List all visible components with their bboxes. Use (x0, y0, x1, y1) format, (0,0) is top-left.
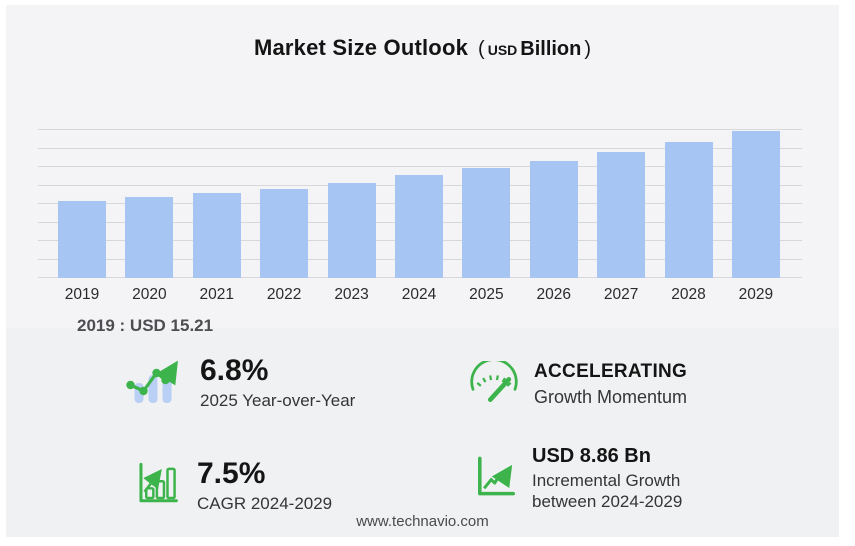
title-main: Market Size Outlook (253, 35, 469, 60)
gauge-icon (468, 358, 520, 410)
x-tick-2029: 2029 (738, 286, 774, 303)
infographic-panel: Market Size Outlook (USD Billion) 2019 2020… (6, 5, 839, 537)
bar-2025 (462, 168, 511, 278)
gridline (38, 166, 802, 167)
x-tick-2020: 2020 (132, 286, 167, 303)
momentum-label: Growth Momentum (534, 387, 688, 408)
x-tick-2024: 2024 (401, 286, 437, 303)
bar-2027 (597, 152, 646, 278)
bar-2028 (664, 141, 713, 278)
bar-chart-growth-icon (133, 461, 179, 510)
x-tick-2021: 2021 (199, 286, 235, 303)
base-year-value-label: 2019 : USD 15.21 (77, 316, 214, 335)
chart-title: Market Size Outlook (USD Billion) (6, 35, 839, 61)
bar-2019 (58, 201, 106, 278)
cagr-value: 7.5% (197, 457, 266, 490)
title-unit-billion: Billion (520, 38, 582, 60)
stat-cagr: 7.5% CAGR 2024-2029 (133, 457, 332, 514)
yoy-value: 6.8% (200, 354, 269, 387)
yoy-label: 2025 Year-over-Year (200, 391, 356, 410)
website-url: www.technavio.com (356, 513, 489, 530)
stat-yoy-growth: 6.8% 2025 Year-over-Year (126, 354, 355, 411)
bar-2023 (327, 182, 376, 278)
title-unit-usd: USD (487, 42, 518, 58)
trend-line-bars-icon (126, 355, 183, 410)
bar-2022 (260, 188, 309, 278)
chart-x-axis-labels: 2019 2020 2021 2022 2023 2024 2025 2026 2027 2028… (38, 286, 802, 304)
bar-2020 (125, 197, 174, 278)
incremental-label: Incremental Growth between 2024-2029 (532, 471, 683, 512)
x-tick-2028: 2028 (671, 286, 706, 303)
line-chart-arrow-icon (470, 454, 516, 503)
bar-2029 (731, 130, 780, 278)
momentum-value: ACCELERATING (534, 361, 688, 383)
bar-2024 (394, 175, 443, 278)
x-tick-2025: 2025 (469, 286, 504, 303)
x-tick-2022: 2022 (266, 286, 302, 303)
gridline (38, 129, 802, 130)
title-open-paren: ( (478, 38, 485, 60)
x-tick-2026: 2026 (536, 286, 571, 303)
stat-growth-momentum: ACCELERATING Growth Momentum (468, 358, 688, 410)
bar-2026 (529, 160, 578, 278)
gridline (38, 147, 802, 149)
bar-2021 (192, 193, 241, 278)
title-close-paren: ) (584, 38, 592, 60)
incremental-value: USD 8.86 Bn (532, 445, 651, 467)
stat-incremental-growth: USD 8.86 Bn Incremental Growth between 2… (470, 445, 707, 513)
bar-chart-plot (38, 129, 802, 278)
x-tick-2019: 2019 (64, 286, 100, 303)
chart-bars (58, 130, 780, 278)
x-tick-2027: 2027 (603, 286, 639, 303)
cagr-label: CAGR 2024-2029 (197, 494, 333, 513)
x-tick-2023: 2023 (334, 286, 369, 303)
